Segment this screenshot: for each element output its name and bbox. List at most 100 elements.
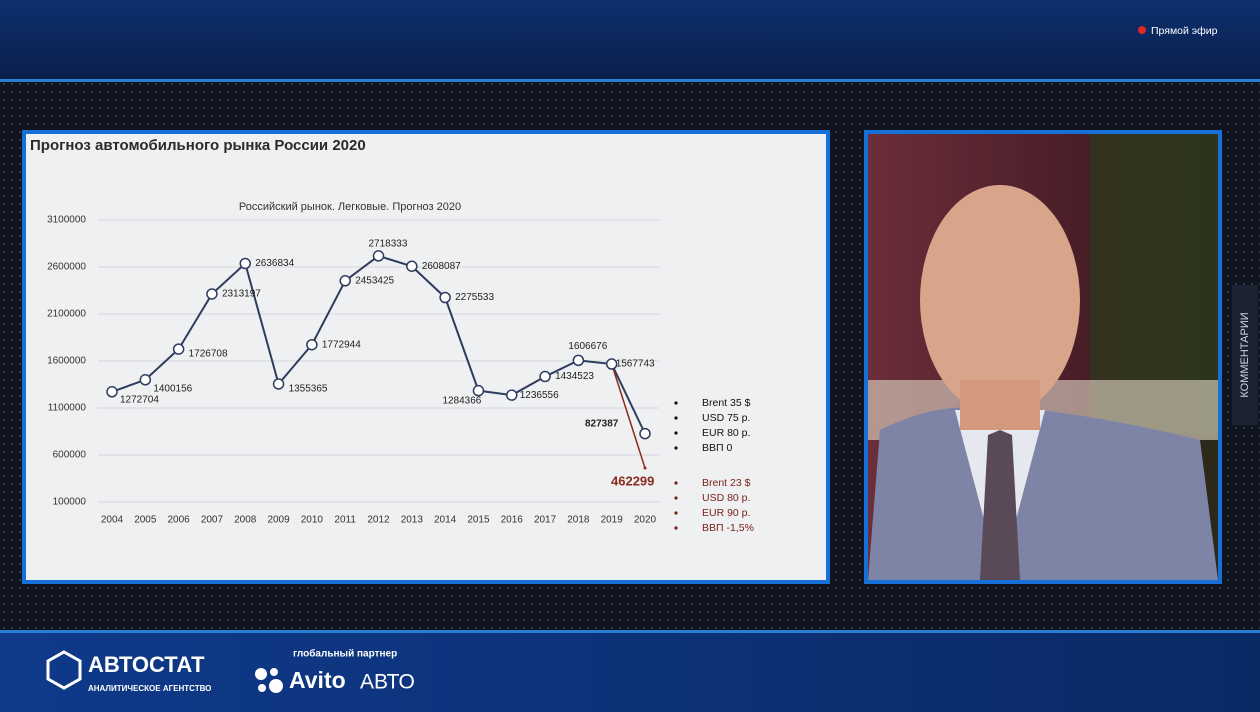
bullet [674,496,678,500]
y-tick-label: 100000 [53,497,87,508]
point [306,338,318,351]
comments-tab[interactable] [1232,285,1258,425]
point [539,370,551,383]
x-tick-label: 2017 [534,515,557,526]
point [439,291,451,304]
x-tick-label: 2009 [267,515,290,526]
brand-subtitle: АНАЛИТИЧЕСКОЕ АГЕНТСТВО [88,684,211,693]
value-label: 1272704 [120,394,159,405]
bullet [674,481,678,485]
suit [868,407,1218,580]
value-label: 827387 [585,418,619,429]
y-tick-label: 1100000 [48,403,87,414]
x-tick-label: 2016 [501,515,524,526]
face [920,185,1080,415]
point [339,275,351,287]
slide [26,134,826,580]
value-label: 1236556 [520,390,559,401]
live-dot [1138,26,1146,34]
scenario-item: ВВП -1,5% [702,522,754,534]
x-tick-label: 2012 [367,515,390,526]
point [643,466,647,470]
scenario-item: EUR 80 р. [702,427,750,439]
x-tick-label: 2015 [467,515,490,526]
partner: Avito [289,667,346,693]
x-tick-label: 2014 [434,515,457,526]
point [206,288,218,300]
bullet [674,401,678,405]
live-label[interactable]: Прямой эфир [1151,25,1218,37]
top-bar-edge [0,79,1260,82]
bullet [674,511,678,515]
bullet [674,431,678,435]
value-label: 2275533 [455,292,494,303]
value-label: 2636834 [255,258,294,269]
value-label: 2608087 [422,261,461,272]
scenario-item: Brent 35 $ [702,397,751,409]
bullet [674,446,678,450]
partner-label: глобальный партнер [293,648,397,660]
logo-dot [258,684,266,692]
x-tick-label: 2010 [301,515,324,526]
point [472,384,485,397]
x-tick-label: 2020 [634,515,657,526]
scenario-item: USD 75 р. [702,412,750,424]
brand-logo [46,650,82,690]
bullet [674,526,678,530]
point [639,427,651,440]
scenario-item: USD 80 р. [702,492,750,504]
chart-title: Российский рынок. Легковые. Прогноз 2020 [239,201,461,213]
logo-dot [269,679,283,693]
y-tick-label: 2100000 [47,309,86,320]
point [605,358,618,370]
slide-title: Прогноз автомобильного рынка России 2020 [30,137,366,154]
neck [960,380,1040,430]
point [406,260,418,272]
x-tick-label: 2005 [134,515,157,526]
bottom-bar-edge [0,630,1260,633]
logo-dot [270,668,278,676]
point [372,250,385,262]
point [506,389,518,401]
value-label: 1606676 [568,341,607,352]
comments-label[interactable]: КОММЕНТАРИИ [1239,312,1251,397]
tie [980,430,1020,580]
x-tick-label: 2013 [401,515,424,526]
point [172,343,185,355]
partner-suffix: АВТО [360,671,415,694]
y-tick-label: 600000 [53,450,87,461]
bottom-bar [0,632,1260,712]
y-tick-label: 2600000 [47,262,86,273]
value-label: 2718333 [369,239,408,250]
value-label: 1567743 [616,359,655,370]
y-tick-label: 1600000 [47,356,86,367]
top-bar [0,0,1260,80]
brand: АВТОСТАТ [88,652,205,677]
logo-dot [255,668,267,680]
scenario-item: Brent 23 $ [702,477,751,489]
value-label: 2313197 [222,289,261,300]
series-line [610,363,646,469]
value-label: 1772944 [322,339,361,350]
value-label: 1400156 [153,383,192,394]
x-tick-label: 2011 [334,515,356,526]
value-label: 462299 [611,473,654,488]
point [106,386,118,398]
value-label: 1284366 [442,395,481,406]
x-tick-label: 2019 [601,515,624,526]
x-tick-label: 2006 [168,515,191,526]
y-tick-label: 3100000 [47,215,86,226]
x-tick-label: 2007 [201,515,224,526]
point [239,257,251,270]
scenario-item: EUR 90 р. [702,507,750,519]
point [572,354,585,367]
x-tick-label: 2018 [567,515,590,526]
bullet [674,416,678,420]
value-label: 1434523 [555,371,594,382]
partner-logo [255,668,283,693]
value-label: 1726708 [189,349,228,360]
scenario-item: ВВП 0 [702,442,732,454]
x-tick-label: 2008 [234,515,257,526]
